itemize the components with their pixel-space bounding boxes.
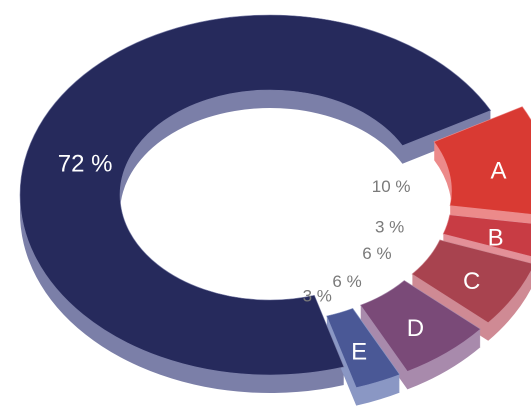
category-label: B xyxy=(488,225,504,252)
value-label: 6 % xyxy=(362,244,391,263)
category-label: C xyxy=(463,268,480,295)
value-label: 72 % xyxy=(58,150,113,177)
value-label: 10 % xyxy=(372,177,411,196)
slice xyxy=(19,14,492,376)
slice xyxy=(442,214,531,257)
category-label: E xyxy=(351,339,367,366)
category-label: A xyxy=(490,158,506,185)
slice xyxy=(360,280,481,372)
slice xyxy=(411,239,531,324)
value-label: 3 % xyxy=(375,218,404,237)
value-label: 6 % xyxy=(332,272,361,291)
slice xyxy=(433,106,531,215)
value-label: 3 % xyxy=(303,287,332,306)
category-label: D xyxy=(407,315,424,342)
slice xyxy=(326,308,401,388)
